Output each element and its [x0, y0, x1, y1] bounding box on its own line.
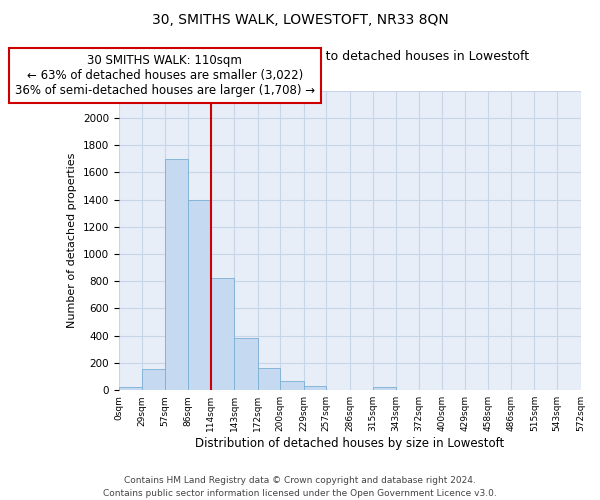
Text: Contains HM Land Registry data © Crown copyright and database right 2024.
Contai: Contains HM Land Registry data © Crown c… [103, 476, 497, 498]
Title: Size of property relative to detached houses in Lowestoft: Size of property relative to detached ho… [170, 50, 529, 63]
Bar [119, 388, 142, 390]
Bar [165, 158, 188, 390]
Bar [211, 278, 234, 390]
Bar [188, 200, 211, 390]
X-axis label: Distribution of detached houses by size in Lowestoft: Distribution of detached houses by size … [195, 437, 504, 450]
Bar [234, 338, 257, 390]
Text: 30 SMITHS WALK: 110sqm
← 63% of detached houses are smaller (3,022)
36% of semi-: 30 SMITHS WALK: 110sqm ← 63% of detached… [14, 54, 315, 98]
Bar [280, 382, 304, 390]
Text: 30, SMITHS WALK, LOWESTOFT, NR33 8QN: 30, SMITHS WALK, LOWESTOFT, NR33 8QN [152, 12, 448, 26]
Bar [142, 369, 165, 390]
Bar [257, 368, 280, 390]
Bar [304, 386, 326, 390]
Bar [373, 387, 395, 390]
Y-axis label: Number of detached properties: Number of detached properties [67, 152, 77, 328]
